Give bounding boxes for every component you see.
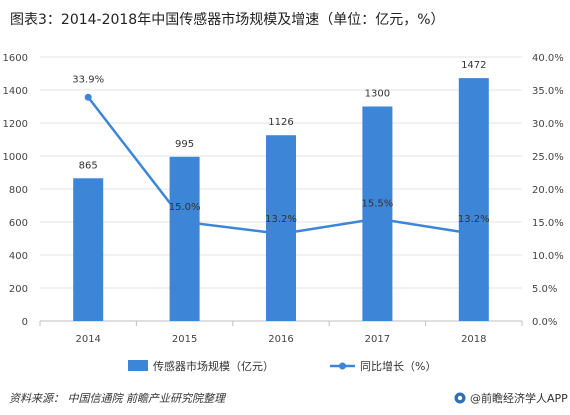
bar-value-label: 1300 [365,89,390,100]
axes: 0 0.0% 200 5.0% 400 10.0% 600 15.0% 800 20.0% 1000… [3,53,564,345]
growth-value-label: 13.2% [458,214,490,225]
growth-point [84,93,92,101]
x-tick-label: 2014 [75,334,100,345]
y-right-tick-label: 15.0% [532,218,564,229]
bar-value-label: 1126 [268,117,293,128]
x-tick-label: 2016 [268,334,293,345]
x-tick-label: 2015 [172,334,197,345]
bar [458,78,489,322]
data-labels: 865 995 1126 1300 1472 33.9% 15.0% 13.2% 15.5% 13… [72,60,489,225]
brand-credit: @前瞻经济学人APP [454,390,568,406]
legend-line-label: 同比增长（%） [360,359,436,373]
brand-logo-icon [454,392,466,404]
legend-bar-label: 传感器市场规模（亿元） [153,359,274,373]
y-left-tick-label: 1600 [3,53,28,64]
growth-value-label: 15.5% [362,199,394,210]
bar-value-label: 995 [175,139,194,150]
y-left-tick-label: 0 [22,317,28,328]
y-left-tick-label: 600 [9,218,28,229]
growth-line [84,93,474,236]
y-right-tick-label: 30.0% [532,119,564,130]
bar-value-label: 1472 [461,60,486,71]
bar-value-label: 865 [79,160,98,171]
source-note: 资料来源： 中国信通院 前瞻产业研究院整理 [9,392,225,405]
y-right-tick-label: 40.0% [532,53,564,64]
x-tick-label: 2018 [461,334,486,345]
legend: 传感器市场规模（亿元） 同比增长（%） [128,359,436,373]
y-right-tick-label: 25.0% [532,152,564,163]
y-right-tick-label: 10.0% [532,251,564,262]
bar [169,156,200,321]
bar [73,178,104,321]
chart-title: 图表3：2014-2018年中国传感器市场规模及增速（单位：亿元，%） [10,12,445,28]
y-right-tick-label: 35.0% [532,86,564,97]
y-right-tick-label: 0.0% [532,317,557,328]
growth-value-label: 13.2% [265,214,297,225]
growth-value-label: 33.9% [72,74,104,85]
growth-line-path [87,96,474,236]
growth-value-label: 15.0% [169,202,201,213]
y-left-tick-label: 800 [9,185,28,196]
bar [362,106,393,321]
legend-bar-swatch [128,360,148,371]
bars [73,78,489,322]
x-tick-label: 2017 [365,334,390,345]
legend-line-marker [339,362,346,370]
y-right-tick-label: 5.0% [532,284,557,295]
brand-text: @前瞻经济学人APP [470,392,568,405]
y-left-tick-label: 1200 [3,119,28,130]
y-left-tick-label: 1000 [3,152,28,163]
y-left-tick-label: 1400 [3,86,28,97]
bar [266,135,296,321]
y-right-tick-label: 20.0% [532,185,564,196]
y-left-tick-label: 200 [9,284,28,295]
y-left-tick-label: 400 [9,251,28,262]
